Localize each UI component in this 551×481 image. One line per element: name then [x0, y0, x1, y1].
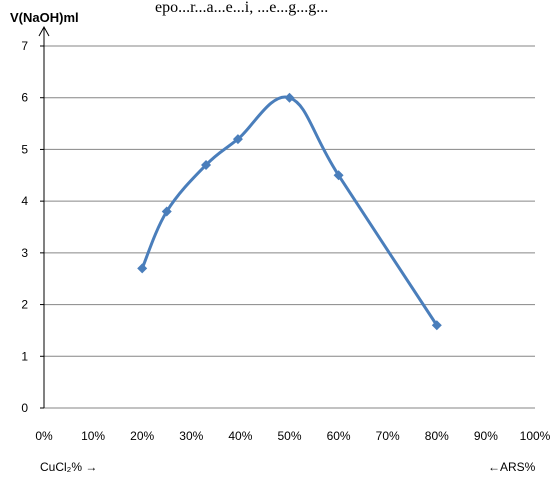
grid-layer	[44, 45, 535, 357]
y-tick-label: 5	[21, 142, 28, 156]
data-point	[333, 170, 344, 181]
data-point	[137, 263, 148, 274]
y-axis-arrow	[38, 25, 50, 37]
x-tick-label: 70%	[376, 429, 400, 443]
y-tick-label: 2	[21, 298, 28, 312]
x-tick-label: 50%	[277, 429, 301, 443]
y-tick-label: 0	[21, 401, 28, 415]
header-snippet: epo...r...a...e...i, ...e...g...g...	[155, 0, 328, 16]
x-tick-label: 90%	[474, 429, 498, 443]
x-tick-label: 80%	[425, 429, 449, 443]
x-tick-label: 20%	[130, 429, 154, 443]
x-tick-label: 100%	[520, 429, 551, 443]
x-tick-label: 40%	[228, 429, 252, 443]
y-tick-label: 7	[21, 39, 28, 53]
x-tick-label: 60%	[327, 429, 351, 443]
x-tick-label: 30%	[179, 429, 203, 443]
series-layer	[137, 92, 442, 331]
y-tick-label: 1	[21, 349, 28, 363]
data-point	[284, 92, 295, 103]
data-point	[431, 320, 442, 331]
series-line	[140, 95, 439, 327]
data-point	[161, 206, 172, 217]
y-axis-label: V(NaOH)ml	[10, 10, 79, 25]
x-axis-label-left: CuCl₂% →	[40, 460, 97, 474]
data-point	[232, 134, 243, 145]
x-axis-label-right: ←ARS%	[488, 460, 536, 474]
y-tick-label: 3	[21, 246, 28, 260]
y-tick-label: 4	[21, 194, 28, 208]
x-tick-label: 0%	[35, 429, 53, 443]
y-tick-label: 6	[21, 91, 28, 105]
x-tick-label: 10%	[81, 429, 105, 443]
data-point	[201, 159, 212, 170]
